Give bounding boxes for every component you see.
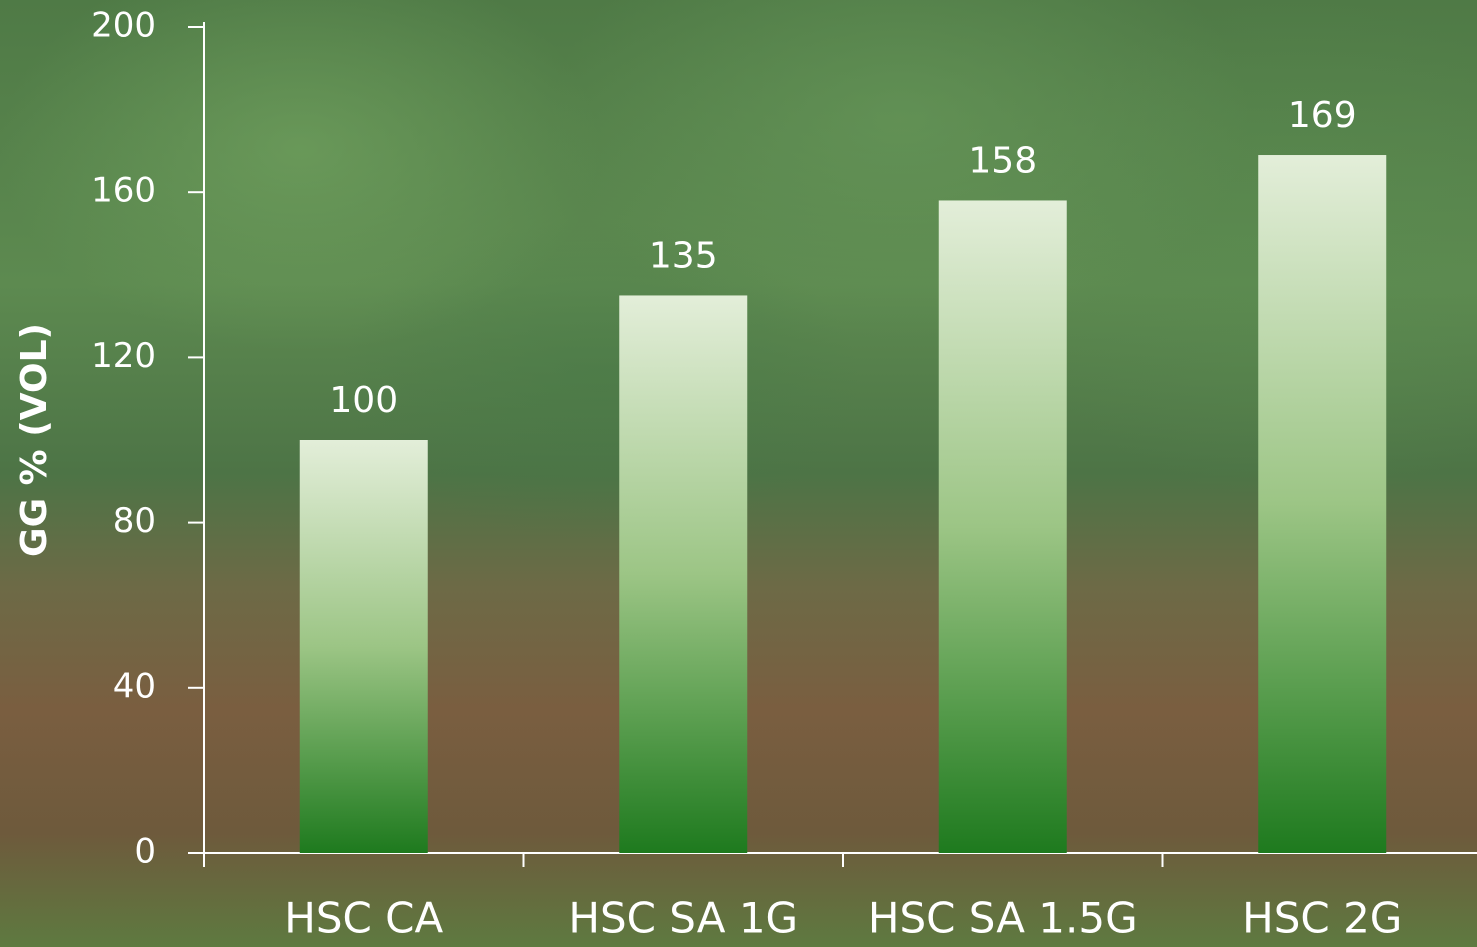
x-tick-label: HSC CA <box>284 894 443 943</box>
y-tick-label: 80 <box>113 501 156 541</box>
bar <box>939 200 1067 853</box>
value-label: 135 <box>649 235 718 276</box>
y-tick-label: 200 <box>91 6 156 46</box>
y-tick-label: 0 <box>134 832 156 872</box>
bar <box>300 440 428 853</box>
page: GG % (VOL) 0 40 80 120 160 200 100 HSC CA 135 HSC… <box>0 0 1477 947</box>
y-axis-label: GG % (VOL) <box>14 323 55 557</box>
value-label: 100 <box>329 380 398 421</box>
bar <box>619 295 747 853</box>
bar <box>1258 155 1386 853</box>
chart: GG % (VOL) 0 40 80 120 160 200 100 HSC CA 135 HSC… <box>0 0 1477 947</box>
x-tick-label: HSC SA 1G <box>568 894 798 943</box>
y-tick-label: 120 <box>91 336 156 376</box>
value-label: 158 <box>968 140 1037 181</box>
x-tick-label: HSC SA 1.5G <box>868 894 1138 943</box>
value-label: 169 <box>1288 95 1357 136</box>
x-tick-label: HSC 2G <box>1242 894 1402 943</box>
y-tick-label: 40 <box>113 666 156 706</box>
y-tick-label: 160 <box>91 171 156 211</box>
